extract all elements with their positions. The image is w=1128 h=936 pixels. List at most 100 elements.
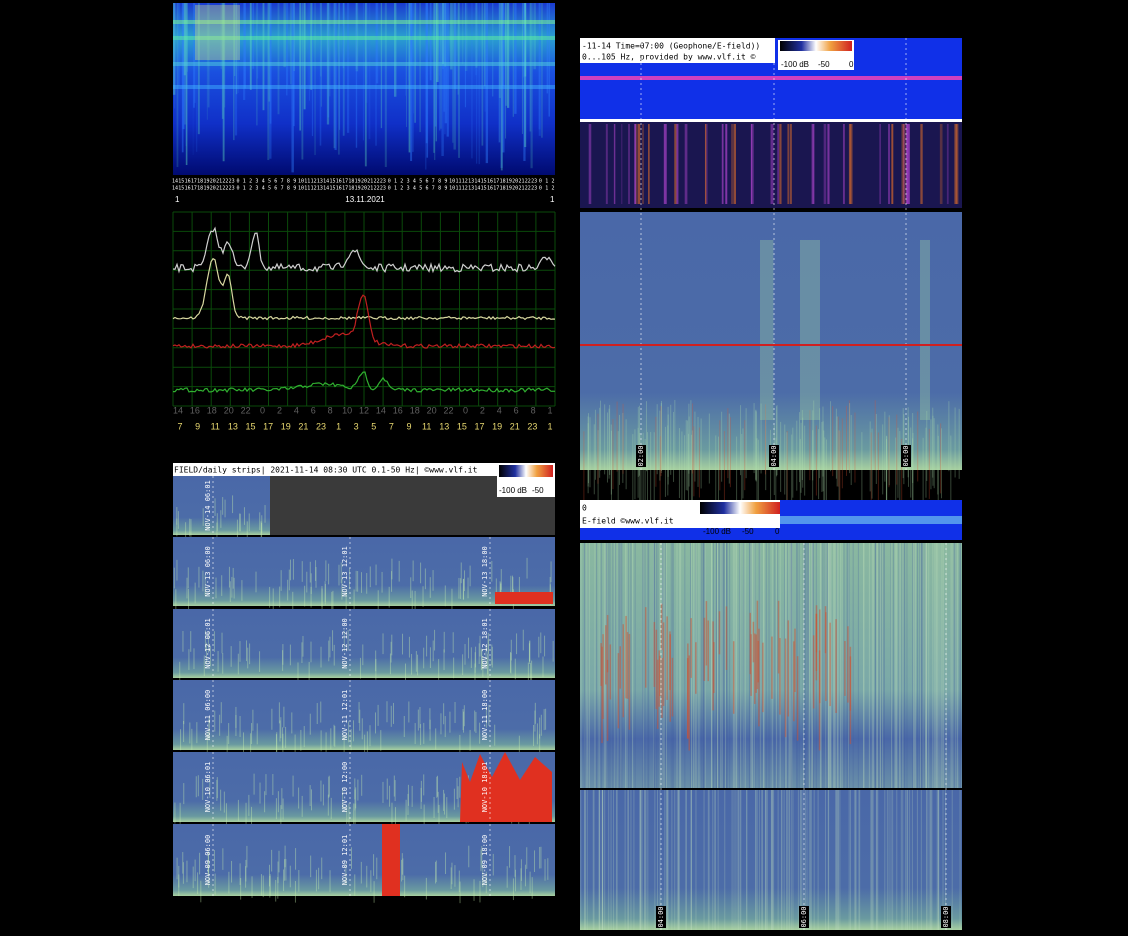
noise [544,859,546,881]
noise [810,790,812,930]
noise [436,3,439,83]
noise [315,869,317,892]
noise [393,775,395,797]
hour-label: 17 [191,179,197,185]
noise [343,3,345,136]
noise [765,790,767,930]
strip-label: NOV-09 06:00 [204,835,212,886]
hour-label: 20 [512,179,518,185]
strip-label: NOV-10 06:01 [204,762,212,813]
noise [444,793,446,815]
noise [759,543,761,788]
hour-label: 20 [361,179,367,185]
noise [251,723,253,745]
hour-label: 8 [287,186,290,192]
tick-label: 13 [228,421,238,431]
noise [837,543,839,788]
noise [195,776,197,798]
noise [304,585,306,607]
noise [346,3,350,133]
noise [772,790,774,930]
noise [310,573,312,594]
noise [602,790,604,930]
noise [612,419,614,490]
noise [216,513,218,531]
noise [206,731,208,753]
noise [499,581,501,603]
hour-label: 6 [425,179,428,185]
noise [837,790,839,930]
noise [849,403,851,474]
noise [875,413,877,484]
noise [716,543,718,788]
noise [937,435,939,506]
noise [804,543,806,788]
tick-label: 1 [547,421,552,431]
noise [705,601,708,666]
noise [239,513,241,532]
noise [667,790,669,930]
noise [650,432,652,503]
noise [875,543,877,788]
noise [414,590,416,612]
noise [595,543,597,788]
noise [414,723,416,745]
hour-label: 19 [355,179,361,185]
noise [808,543,810,788]
noise [715,435,717,506]
noise [321,857,323,880]
noise [527,662,529,684]
noise [617,431,619,502]
noise [233,577,235,599]
hour-label: 10 [449,179,455,185]
noise [458,3,460,158]
noise [813,400,815,471]
noise [193,648,195,670]
noise [179,661,181,683]
noise [828,543,830,788]
hour-label: 22 [222,186,228,192]
hour-label: 22 [525,179,531,185]
noise [749,612,752,675]
tick-label: 12 [359,405,369,415]
noise [791,543,793,788]
noise [587,543,589,788]
noise [863,543,865,788]
noise [250,733,252,755]
noise [408,636,410,658]
noise [382,633,384,655]
separator [580,119,962,122]
noise [233,3,235,141]
hour-label: 0 [388,186,391,192]
noise [438,659,440,680]
noise [697,416,699,487]
hour-label: 14 [172,179,178,185]
spectrogram [580,543,962,788]
noise [362,3,364,141]
noise [906,543,908,788]
noise [903,124,905,204]
noise [802,543,804,788]
noise [721,543,723,788]
noise [823,430,825,501]
noise [756,438,758,509]
noise [733,790,735,930]
noise [842,124,845,204]
noise [248,513,250,532]
noise [954,124,957,204]
noise [644,439,646,510]
noise [294,880,296,903]
noise [488,704,490,726]
hour-label: 9 [444,186,447,192]
noise [718,611,721,655]
hot [382,824,400,896]
noise [173,567,175,589]
time-label: 06:00 [800,906,808,927]
noise [882,424,884,495]
time-label: 08:00 [942,906,950,927]
noise [657,790,659,930]
noise [361,718,363,740]
noise [417,709,419,731]
noise [485,646,487,668]
noise [846,405,848,476]
